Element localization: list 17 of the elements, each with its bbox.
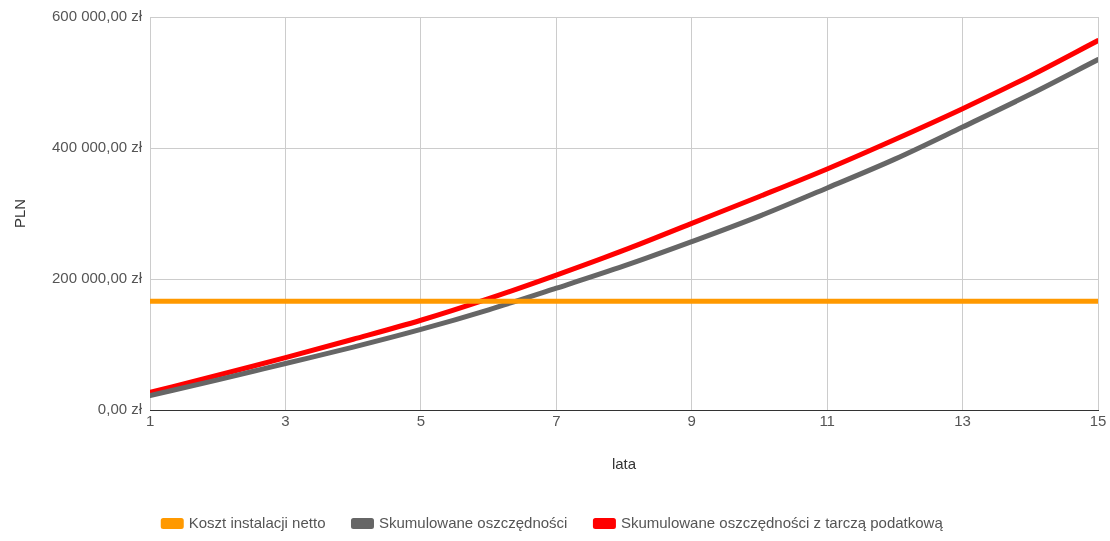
x-tick-label: 11 — [819, 412, 835, 430]
x-tick-label: 9 — [687, 412, 696, 430]
x-tick-label: 7 — [552, 412, 561, 430]
x-tick-label: 3 — [281, 412, 290, 430]
x-tick-label: 15 — [1089, 412, 1107, 430]
x-tick-label: 1 — [145, 412, 155, 430]
y-tick-label: 0,00 zł — [97, 400, 143, 418]
y-axis-title: PLN — [11, 198, 29, 229]
legend-label: Skumulowane oszczędności z tarczą podatkową — [620, 513, 944, 531]
x-tick-label: 5 — [416, 412, 426, 430]
x-tick-label: 13 — [954, 412, 971, 430]
y-tick-label: 600 000,00 zł — [52, 7, 143, 25]
y-tick-label: 400 000,00 zł — [52, 138, 143, 156]
legend-label: Skumulowane oszczędności — [378, 513, 568, 531]
x-axis-title: lata — [611, 455, 637, 473]
y-tick-label: 200 000,00 zł — [52, 269, 143, 287]
legend-label: Koszt instalacji netto — [188, 513, 326, 531]
